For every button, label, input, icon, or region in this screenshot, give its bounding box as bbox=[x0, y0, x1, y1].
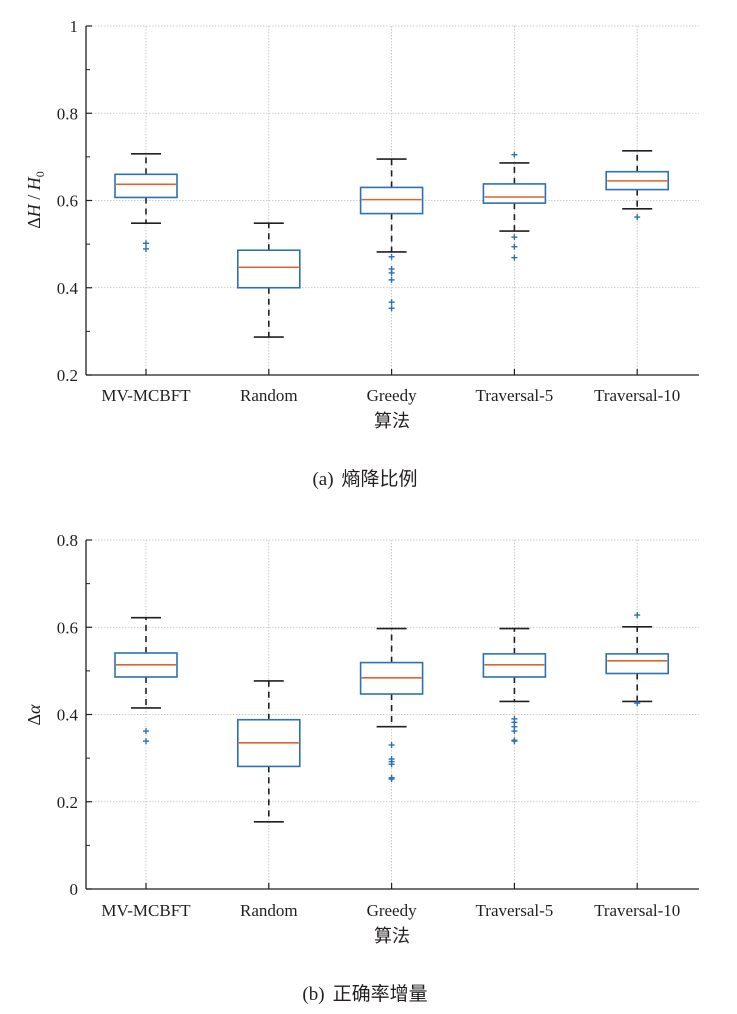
outlier-marker bbox=[634, 214, 641, 221]
y-tick-label: 1 bbox=[70, 17, 79, 36]
x-tick-label: MV-MCBFT bbox=[101, 901, 191, 920]
x-tick-label: Random bbox=[240, 901, 298, 920]
x-tick-labels: MV-MCBFT Random Greedy Traversal-5 Traversal… bbox=[101, 386, 680, 405]
iqr-box bbox=[237, 249, 301, 289]
x-tick-label: Traversal-10 bbox=[594, 901, 680, 920]
axes bbox=[85, 539, 699, 890]
box-greedy bbox=[359, 158, 424, 312]
outlier-marker bbox=[143, 728, 149, 735]
x-tick-label: MV-MCBFT bbox=[101, 386, 191, 405]
outlier-marker bbox=[511, 254, 518, 261]
y-tick-label: 0.8 bbox=[57, 531, 78, 550]
figure-caption: (a) 熵降比例 bbox=[312, 468, 417, 490]
axes bbox=[85, 25, 699, 376]
outlier-marker bbox=[143, 240, 149, 247]
grid-lines bbox=[86, 539, 699, 889]
outlier-marker bbox=[388, 253, 395, 260]
y-tick-label: 0.6 bbox=[57, 192, 78, 211]
box-traversal-10 bbox=[605, 149, 670, 221]
outlier-marker bbox=[388, 742, 395, 749]
box-random bbox=[237, 680, 301, 823]
y-tick-label: 0.6 bbox=[57, 618, 78, 637]
iqr-box bbox=[359, 186, 424, 215]
outlier-marker bbox=[634, 700, 641, 707]
outlier-marker bbox=[388, 269, 395, 276]
outlier-marker bbox=[143, 245, 149, 252]
y-tick-label: 0 bbox=[70, 880, 79, 899]
y-axis-label: ΔH / H0 bbox=[24, 171, 47, 229]
y-tick-label: 0.2 bbox=[57, 793, 78, 812]
outlier-marker bbox=[511, 151, 518, 158]
box-traversal-5 bbox=[482, 627, 547, 745]
y-tick-labels: 0 0.2 0.4 0.6 0.8 bbox=[57, 531, 79, 899]
box-mv-mcbft bbox=[114, 153, 178, 252]
x-tick-label: Greedy bbox=[367, 386, 418, 405]
box-traversal-5 bbox=[482, 151, 547, 261]
y-tick-label: 0.4 bbox=[57, 706, 79, 725]
boxplot-panel-entropy-reduction: 0.2 0.4 0.6 0.8 1 MV-MCBFT Random Greedy Traver… bbox=[24, 17, 699, 490]
x-tick-label: Random bbox=[240, 386, 298, 405]
outlier-marker bbox=[511, 728, 518, 735]
y-tick-label: 0.8 bbox=[57, 104, 78, 123]
y-tick-labels: 0.2 0.4 0.6 0.8 1 bbox=[57, 17, 79, 385]
outlier-marker bbox=[511, 234, 518, 241]
iqr-box bbox=[482, 183, 547, 204]
y-axis-label: Δα bbox=[24, 704, 44, 726]
plot-area bbox=[114, 612, 670, 823]
box-greedy bbox=[359, 627, 424, 783]
x-tick-label: Traversal-10 bbox=[594, 386, 680, 405]
box-traversal-10 bbox=[605, 612, 670, 707]
boxplot-panel-accuracy-gain: 0 0.2 0.4 0.6 0.8 MV-MCBFT Random Greedy Traver… bbox=[24, 531, 699, 1005]
outlier-marker bbox=[634, 612, 641, 619]
x-tick-labels: MV-MCBFT Random Greedy Traversal-5 Traversal… bbox=[101, 901, 680, 920]
iqr-box bbox=[114, 173, 178, 199]
x-tick-label: Traversal-5 bbox=[476, 386, 554, 405]
iqr-box bbox=[605, 653, 670, 675]
outlier-marker bbox=[511, 738, 518, 745]
outlier-marker bbox=[511, 243, 518, 250]
x-tick-label: Greedy bbox=[367, 901, 418, 920]
outlier-marker bbox=[388, 761, 395, 768]
outlier-marker bbox=[388, 776, 395, 783]
outlier-marker bbox=[388, 299, 395, 306]
x-axis-label: 算法 bbox=[374, 926, 410, 947]
box-mv-mcbft bbox=[114, 616, 178, 745]
figure-caption: (b) 正确率增量 bbox=[302, 983, 427, 1005]
y-tick-label: 0.4 bbox=[57, 279, 79, 298]
x-axis-label: 算法 bbox=[374, 411, 410, 432]
plot-area bbox=[114, 149, 670, 338]
x-tick-label: Traversal-5 bbox=[476, 901, 554, 920]
outlier-marker bbox=[143, 738, 149, 745]
box-random bbox=[237, 222, 301, 338]
y-tick-label: 0.2 bbox=[57, 366, 78, 385]
outlier-marker bbox=[388, 276, 395, 283]
outlier-marker bbox=[388, 305, 395, 312]
